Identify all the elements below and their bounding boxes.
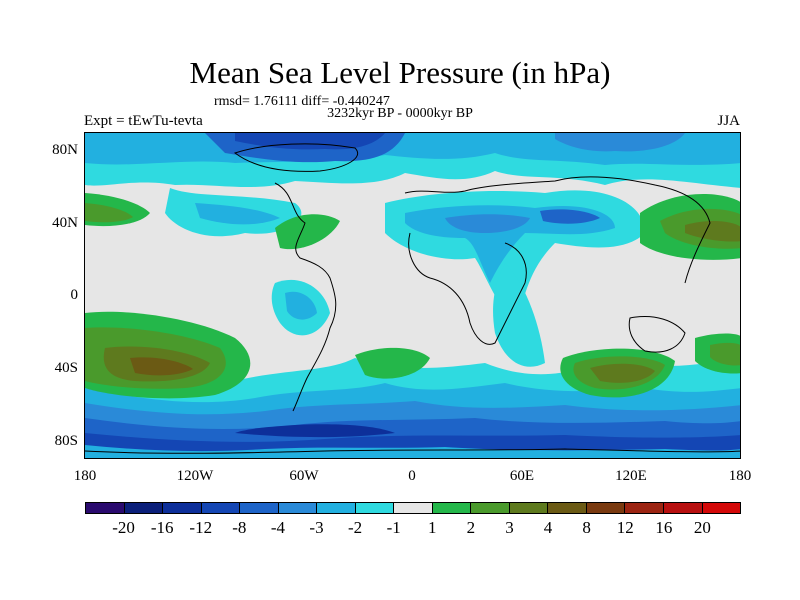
colorbar-box <box>432 503 472 513</box>
wpac-neutral <box>630 253 676 333</box>
colorbar-label: -16 <box>150 518 174 537</box>
azores-high <box>275 214 340 250</box>
colorbar-label: 12 <box>616 518 634 537</box>
lat-label-40n: 40N <box>52 215 78 231</box>
colorbar-box <box>201 503 241 513</box>
lon-label-120e: 120E <box>615 468 647 484</box>
lon-label-60e: 60E <box>509 468 535 484</box>
colorbar-box <box>663 503 703 513</box>
colorbar-box <box>355 503 395 513</box>
lon-label-0: 0 <box>408 468 416 484</box>
satl-high <box>355 347 430 379</box>
lat-label-0: 0 <box>70 287 79 303</box>
colorbar-box <box>586 503 626 513</box>
siberia-low <box>555 133 685 152</box>
asia-low-core <box>540 209 600 224</box>
colorbar-box <box>509 503 549 513</box>
npac-low-blue <box>195 203 280 225</box>
colorbar-box <box>317 503 356 513</box>
tasman-high-core <box>710 342 740 366</box>
npac-high-east-core <box>685 221 740 242</box>
lon-label-180e: 180 <box>728 468 752 484</box>
map-svg <box>85 133 740 458</box>
colorbar-box <box>278 503 318 513</box>
colorbar-label: 4 <box>543 518 553 537</box>
lon-label-120w: 120W <box>176 468 214 484</box>
coastlines <box>85 143 740 454</box>
pressure-map <box>84 132 741 459</box>
colorbar-box <box>625 503 664 513</box>
period-text: 3232kyr BP - 0000kyr BP <box>327 106 473 121</box>
lon-label-60w: 60W <box>289 468 319 484</box>
indian-cyan <box>493 263 545 367</box>
colorbar-label: -12 <box>189 518 213 537</box>
indian-high-core <box>590 363 655 383</box>
lat-label-80n: 80N <box>52 142 78 158</box>
colorbar <box>85 502 741 514</box>
npac-high-west-core <box>85 203 133 223</box>
colorbar-box <box>548 503 587 513</box>
lat-label-40s: 40S <box>54 360 78 376</box>
colorbar-box <box>163 503 202 513</box>
colorbar-label: -4 <box>270 518 286 537</box>
antarctic-low-core <box>235 424 395 438</box>
colorbar-box <box>394 503 433 513</box>
season-label: JJA <box>717 113 740 129</box>
spac-high-peak <box>130 357 193 376</box>
colorbar-label: -2 <box>348 518 363 537</box>
experiment-label: Expt = tEwTu-tevta <box>84 113 203 129</box>
colorbar-label: 20 <box>693 518 711 537</box>
colorbar-box <box>240 503 279 513</box>
colorbar-label: -8 <box>232 518 247 537</box>
colorbar-box <box>471 503 510 513</box>
stats-text: rmsd= 1.76111 diff= -0.440247 <box>214 94 390 109</box>
colorbar-label: -1 <box>386 518 401 537</box>
colorbar-label: 3 <box>505 518 514 537</box>
colorbar-label: -20 <box>112 518 135 537</box>
lon-label-180w: 180 <box>73 468 97 484</box>
lat-label-80s: 80S <box>54 433 78 449</box>
colorbar-label: 16 <box>655 518 673 537</box>
eurasia-low-core <box>445 214 530 233</box>
colorbar-label: 8 <box>582 518 591 537</box>
colorbar-box <box>86 503 125 513</box>
colorbar-label: 2 <box>466 518 476 537</box>
samerica-low-blue <box>285 291 317 320</box>
colorbar-label: 1 <box>428 518 437 537</box>
antarctic-coast-band <box>85 445 740 458</box>
map-title: Mean Sea Level Pressure (in hPa) <box>189 55 611 90</box>
colorbar-box <box>124 503 164 513</box>
colorbar-box <box>702 503 741 513</box>
colorbar-label: -3 <box>309 518 324 537</box>
